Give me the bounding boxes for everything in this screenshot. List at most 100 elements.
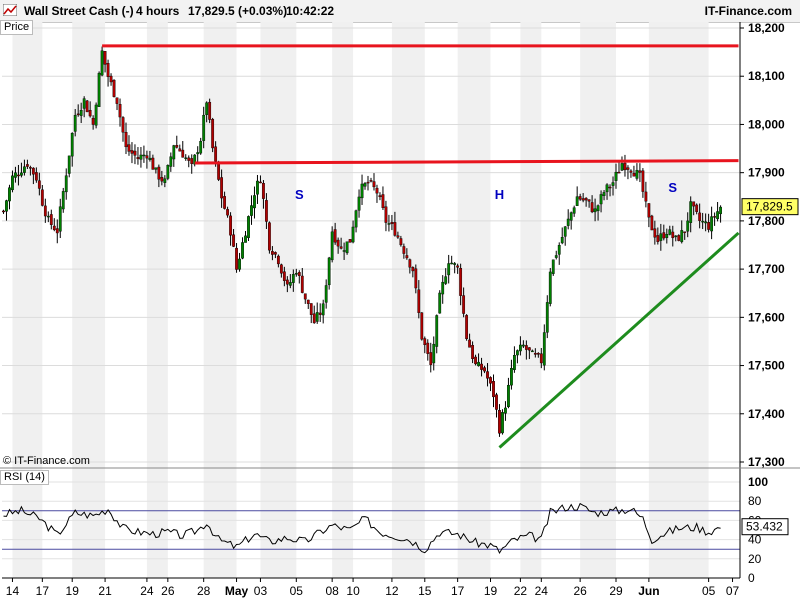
candle[interactable]	[148, 150, 152, 162]
candle[interactable]	[611, 176, 615, 196]
candle[interactable]	[689, 196, 693, 233]
candle[interactable]	[133, 144, 137, 165]
candle[interactable]	[716, 202, 719, 222]
candle[interactable]	[235, 243, 238, 273]
candle[interactable]	[345, 241, 349, 255]
candle[interactable]	[632, 165, 636, 177]
candle[interactable]	[695, 203, 699, 215]
candle[interactable]	[124, 122, 128, 155]
candle[interactable]	[378, 192, 382, 201]
candle[interactable]	[480, 357, 483, 377]
candle[interactable]	[300, 267, 304, 294]
candle[interactable]	[208, 98, 212, 124]
candle[interactable]	[596, 204, 600, 221]
candle[interactable]	[507, 377, 510, 409]
candle[interactable]	[719, 205, 722, 223]
candle[interactable]	[710, 206, 714, 240]
candle[interactable]	[25, 159, 29, 169]
candle[interactable]	[581, 193, 585, 203]
candle[interactable]	[677, 234, 681, 242]
candle[interactable]	[399, 235, 403, 247]
candle[interactable]	[112, 79, 116, 98]
candle[interactable]	[130, 142, 134, 164]
candle[interactable]	[638, 163, 642, 183]
candle[interactable]	[142, 145, 146, 163]
candle[interactable]	[414, 264, 418, 294]
candle[interactable]	[229, 212, 232, 246]
candle[interactable]	[608, 184, 612, 197]
candle[interactable]	[474, 354, 477, 366]
candle[interactable]	[327, 256, 331, 290]
support-line[interactable]	[498, 231, 740, 449]
candle[interactable]	[411, 266, 415, 278]
candle[interactable]	[211, 117, 215, 153]
candle[interactable]	[498, 404, 501, 437]
candle[interactable]	[351, 220, 355, 244]
candle[interactable]	[360, 174, 364, 205]
candle[interactable]	[97, 71, 101, 107]
candle[interactable]	[5, 199, 8, 221]
candle[interactable]	[641, 168, 645, 198]
candle[interactable]	[190, 154, 194, 174]
candle[interactable]	[121, 116, 125, 142]
candle[interactable]	[70, 132, 74, 167]
candle[interactable]	[273, 251, 277, 259]
candle[interactable]	[459, 263, 463, 306]
candle[interactable]	[501, 409, 504, 435]
candle[interactable]	[435, 314, 439, 354]
candle[interactable]	[650, 214, 654, 231]
candle[interactable]	[79, 102, 83, 124]
candle[interactable]	[698, 203, 702, 229]
candle[interactable]	[318, 303, 322, 322]
candle[interactable]	[545, 295, 549, 339]
candle[interactable]	[662, 224, 666, 241]
candle[interactable]	[309, 303, 313, 324]
candle[interactable]	[268, 221, 271, 254]
candle[interactable]	[366, 175, 370, 191]
candle[interactable]	[408, 258, 412, 274]
candle[interactable]	[31, 167, 35, 185]
candle[interactable]	[510, 359, 513, 390]
candle[interactable]	[554, 250, 558, 260]
candle[interactable]	[226, 206, 229, 218]
trendlines[interactable]	[102, 44, 740, 449]
candle[interactable]	[256, 174, 259, 204]
candle[interactable]	[163, 175, 167, 188]
candle[interactable]	[713, 212, 717, 226]
candle[interactable]	[52, 218, 56, 232]
candle[interactable]	[11, 170, 14, 193]
candle[interactable]	[241, 237, 244, 260]
candle[interactable]	[441, 275, 445, 304]
candle[interactable]	[456, 263, 460, 274]
candle[interactable]	[8, 184, 11, 210]
candle[interactable]	[115, 97, 119, 111]
candle[interactable]	[151, 154, 155, 170]
brand-label[interactable]: IT-Finance.com	[704, 4, 792, 18]
candle[interactable]	[372, 173, 376, 191]
candle[interactable]	[49, 209, 53, 230]
candle[interactable]	[291, 269, 295, 292]
candle[interactable]	[584, 197, 588, 207]
candle[interactable]	[238, 252, 241, 272]
candle[interactable]	[37, 172, 41, 196]
candle[interactable]	[548, 267, 552, 307]
candle[interactable]	[166, 164, 170, 181]
candle[interactable]	[701, 212, 705, 230]
candle[interactable]	[536, 352, 540, 358]
candle[interactable]	[336, 237, 340, 254]
candle[interactable]	[330, 226, 334, 263]
candle[interactable]	[465, 314, 469, 341]
candle[interactable]	[692, 201, 696, 216]
candle[interactable]	[539, 347, 543, 369]
candle[interactable]	[282, 266, 286, 287]
candle[interactable]	[285, 276, 289, 293]
candle[interactable]	[557, 242, 561, 265]
candle[interactable]	[444, 268, 448, 285]
candle[interactable]	[426, 339, 430, 361]
candle[interactable]	[64, 168, 68, 200]
candle[interactable]	[384, 200, 388, 232]
candle[interactable]	[369, 177, 373, 183]
candle[interactable]	[495, 392, 498, 418]
candle[interactable]	[157, 164, 161, 188]
